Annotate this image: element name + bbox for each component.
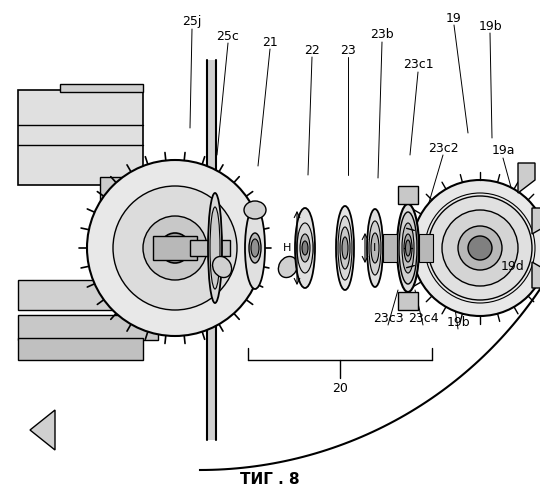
Circle shape	[442, 210, 518, 286]
Circle shape	[412, 180, 540, 316]
Text: 20: 20	[332, 382, 348, 394]
Polygon shape	[30, 410, 55, 450]
Bar	[398, 292, 418, 310]
Text: 23: 23	[340, 44, 356, 57]
Circle shape	[458, 226, 502, 270]
Bar	[383, 234, 397, 262]
Circle shape	[143, 216, 207, 280]
Ellipse shape	[397, 204, 419, 292]
Bar	[140, 180, 208, 235]
Bar	[18, 315, 158, 340]
Text: 23b: 23b	[370, 28, 394, 42]
Circle shape	[160, 233, 190, 263]
Ellipse shape	[399, 212, 417, 284]
Ellipse shape	[342, 237, 348, 259]
Text: 23c4: 23c4	[408, 312, 438, 324]
Ellipse shape	[210, 207, 220, 289]
Bar	[100, 177, 140, 215]
Text: I: I	[373, 243, 376, 253]
Circle shape	[468, 236, 492, 260]
Ellipse shape	[297, 233, 305, 263]
Text: 19a: 19a	[491, 144, 515, 158]
Text: 19b: 19b	[446, 316, 470, 328]
Text: 23c2: 23c2	[428, 142, 458, 154]
Ellipse shape	[336, 206, 354, 290]
Circle shape	[167, 240, 183, 256]
Text: 22: 22	[304, 44, 320, 57]
Polygon shape	[518, 163, 535, 193]
Ellipse shape	[213, 256, 232, 278]
Ellipse shape	[305, 233, 313, 263]
Text: 25c: 25c	[217, 30, 239, 43]
Polygon shape	[532, 262, 540, 288]
Bar	[18, 90, 143, 185]
Ellipse shape	[406, 240, 410, 256]
Ellipse shape	[369, 221, 381, 275]
Circle shape	[428, 196, 532, 300]
Ellipse shape	[245, 207, 265, 289]
Bar	[153, 236, 197, 260]
Text: 25j: 25j	[183, 16, 201, 28]
Text: 21: 21	[262, 36, 278, 49]
Bar	[190, 240, 230, 256]
Ellipse shape	[244, 201, 266, 219]
Ellipse shape	[251, 239, 259, 257]
Bar	[18, 280, 143, 310]
Ellipse shape	[302, 241, 308, 255]
Text: ΤИГ . 8: ΤИГ . 8	[240, 472, 300, 488]
Bar	[60, 84, 143, 92]
Ellipse shape	[295, 208, 315, 288]
Ellipse shape	[367, 209, 383, 287]
Polygon shape	[532, 208, 540, 234]
Bar	[398, 186, 418, 204]
Circle shape	[113, 186, 237, 310]
Ellipse shape	[340, 227, 350, 269]
Text: 19b: 19b	[478, 20, 502, 32]
Text: 23c3: 23c3	[373, 312, 403, 324]
Text: H: H	[283, 243, 291, 253]
Bar	[18, 338, 143, 360]
Ellipse shape	[404, 234, 412, 262]
Ellipse shape	[300, 234, 310, 262]
Circle shape	[87, 160, 263, 336]
Ellipse shape	[402, 223, 414, 273]
Bar	[419, 234, 433, 262]
Bar	[207, 60, 216, 440]
Text: 23c1: 23c1	[403, 58, 433, 71]
Ellipse shape	[371, 233, 379, 263]
Ellipse shape	[297, 223, 313, 273]
Text: 19: 19	[446, 12, 462, 24]
Ellipse shape	[338, 216, 352, 280]
Text: 19d: 19d	[501, 260, 525, 274]
Ellipse shape	[249, 233, 261, 263]
Ellipse shape	[278, 256, 298, 278]
Ellipse shape	[208, 193, 222, 303]
